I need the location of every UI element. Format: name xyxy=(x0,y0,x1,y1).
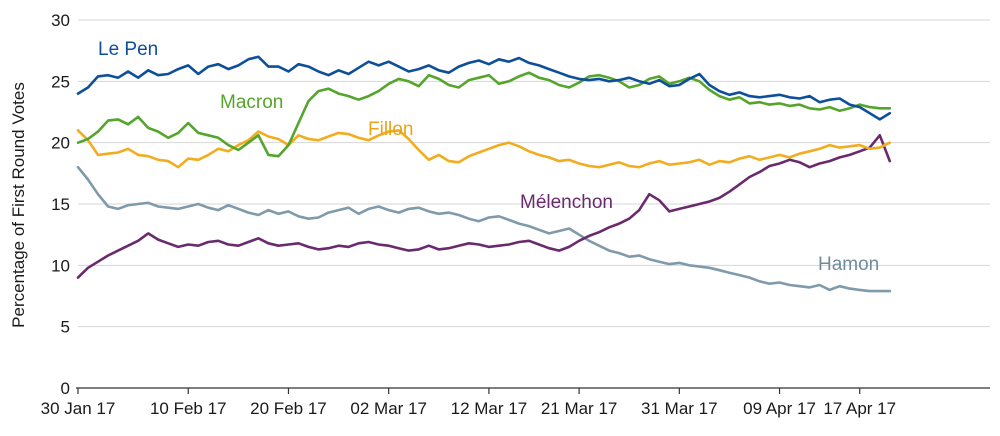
y-tick-label: 10 xyxy=(51,256,70,275)
y-tick-label: 15 xyxy=(51,195,70,214)
y-tick-label: 25 xyxy=(51,72,70,91)
series-line-macron xyxy=(76,71,892,158)
x-tick-label: 12 Mar 17 xyxy=(451,399,528,418)
series-label-hamon: Hamon xyxy=(818,254,879,275)
series-label-melenchon: Mélenchon xyxy=(520,192,613,213)
x-tick-label: 17 Apr 17 xyxy=(823,399,896,418)
gridlines xyxy=(78,19,990,328)
series-line-hamon xyxy=(76,165,892,293)
y-tick-label: 0 xyxy=(61,379,70,398)
x-tick-label: 20 Feb 17 xyxy=(250,399,327,418)
series-line-le-pen xyxy=(76,55,892,121)
axes xyxy=(76,387,990,394)
x-tick-label: 09 Apr 17 xyxy=(743,399,816,418)
y-tick-label: 30 xyxy=(51,11,70,30)
x-tick-label: 30 Jan 17 xyxy=(41,399,116,418)
x-tick-label: 02 Mar 17 xyxy=(350,399,427,418)
series-lines xyxy=(76,55,892,293)
y-axis-label: Percentage of First Round Votes xyxy=(9,82,28,328)
y-tick-label: 5 xyxy=(61,318,70,337)
series-line-fillon xyxy=(76,129,892,169)
x-tick-labels: 30 Jan 17 10 Feb 17 20 Feb 17 02 Mar 17 12 M… xyxy=(41,399,896,418)
y-tick-labels: 0 5 10 15 20 25 30 xyxy=(51,11,70,398)
series-line-m-lenchon xyxy=(76,134,892,279)
series-label-fillon: Fillon xyxy=(368,119,413,140)
series-label-macron: Macron xyxy=(220,92,283,113)
x-tick-label: 10 Feb 17 xyxy=(150,399,227,418)
x-tick-label: 21 Mar 17 xyxy=(541,399,618,418)
x-tick-label: 31 Mar 17 xyxy=(641,399,718,418)
y-tick-label: 20 xyxy=(51,134,70,153)
series-label-le-pen: Le Pen xyxy=(98,39,158,60)
